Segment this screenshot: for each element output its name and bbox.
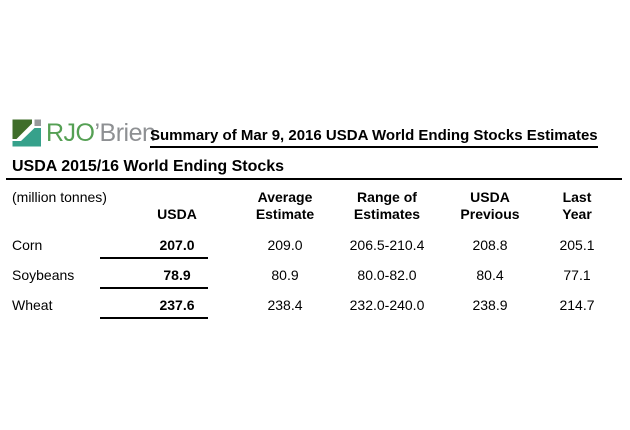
wordmark-rjo: RJO [46,119,95,147]
cell-wheat-lastyear: 214.7 [559,297,595,313]
cell-wheat-previous: 238.9 [472,297,508,313]
cell-corn-range: 206.5-210.4 [349,237,425,253]
cell-soybeans-lastyear: 77.1 [563,267,591,283]
col-header-lastyear-line1: Last [562,189,592,205]
row-corn-label: Corn [12,237,43,253]
rjobrien-logo-icon [12,119,41,147]
cell-wheat-usda-underline [100,317,208,319]
col-header-previous-line2: Previous [460,206,520,222]
report-title: Summary of Mar 9, 2016 USDA World Ending… [150,127,598,148]
col-header-range-line2: Estimates [353,206,421,222]
cell-corn-previous: 208.8 [472,237,508,253]
cell-soybeans-average: 80.9 [271,267,299,283]
cell-corn-average: 209.0 [267,237,303,253]
cell-soybeans-range: 80.0-82.0 [357,267,417,283]
col-header-lastyear-line2: Year [562,206,592,222]
cell-corn-usda-underline [100,257,208,259]
wordmark-brien: ’Brien [94,119,156,147]
row-soybeans-label: Soybeans [12,267,75,283]
row-wheat-label: Wheat [12,297,53,313]
cell-corn-lastyear: 205.1 [559,237,595,253]
cell-wheat-usda: 237.6 [159,297,195,313]
cell-soybeans-previous: 80.4 [476,267,504,283]
cell-soybeans-usda: 78.9 [163,267,191,283]
rjobrien-wordmark: RJO’Brien [46,119,156,147]
col-header-average-line2: Estimate [255,206,315,222]
section-heading: USDA 2015/16 World Ending Stocks [12,158,285,175]
units-label: (million tonnes) [12,189,107,205]
cell-wheat-range: 232.0-240.0 [349,297,425,313]
cell-wheat-average: 238.4 [267,297,303,313]
cell-corn-usda: 207.0 [159,237,195,253]
cell-soybeans-usda-underline [100,287,208,289]
col-header-range-line1: Range of [357,189,417,205]
col-header-average-line1: Average [257,189,313,205]
col-header-usda: USDA [157,206,197,222]
col-header-previous-line1: USDA [470,189,510,205]
section-divider-rule [6,178,622,180]
